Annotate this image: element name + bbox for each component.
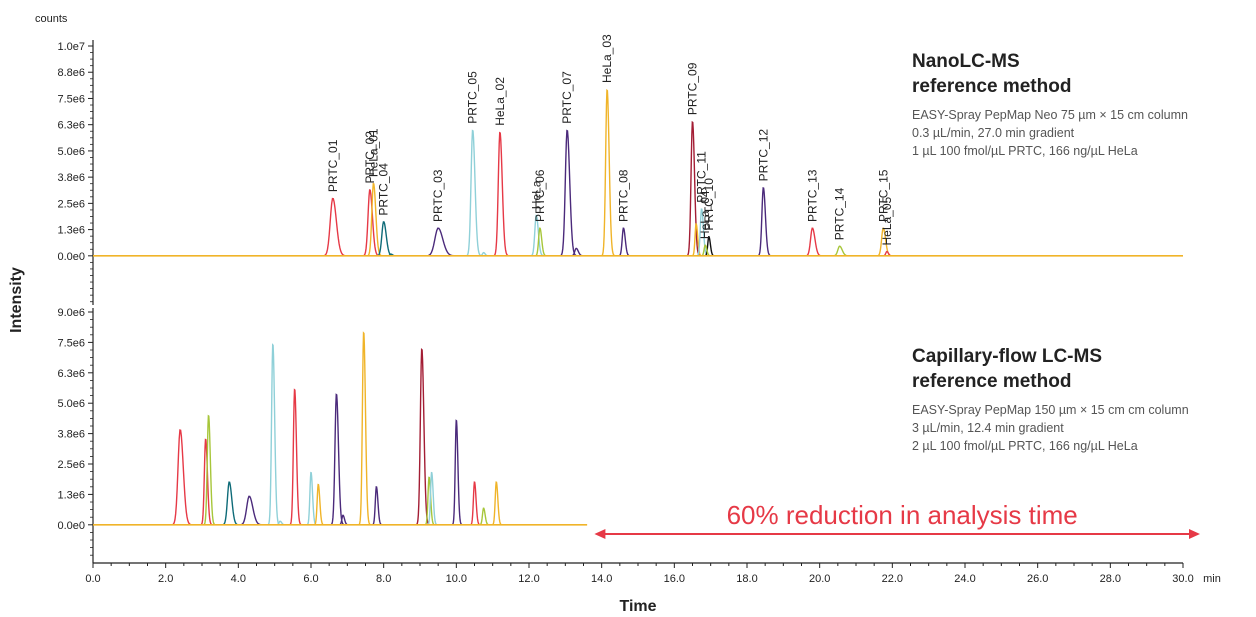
peak-label-prtc-12: PRTC_12: [756, 129, 770, 182]
panel-title: NanoLC-MS: [912, 51, 1020, 72]
peak-prtc-06: [533, 227, 551, 257]
y-tick-label: 6.3e6: [57, 120, 85, 132]
peak-capillary-20: [490, 481, 506, 526]
peak-label-prtc-08: PRTC_08: [617, 169, 631, 222]
peak-label-prtc-11: PRTC_11: [695, 151, 709, 203]
panel-subtitle: reference method: [912, 76, 1071, 97]
panel-description-line: EASY-Spray PepMap Neo 75 µm × 15 cm colu…: [912, 108, 1188, 122]
x-tick-label: 16.0: [664, 573, 685, 585]
peak-label-hela-02: HeLa_02: [493, 77, 507, 126]
y-tick-label: 1.3e6: [57, 225, 85, 237]
y-tick-label: 2.5e6: [57, 198, 85, 210]
peak-prtc-03: [421, 227, 465, 257]
peak-label-hela-01: HeLa_01: [367, 128, 381, 177]
peak-capillary-12: [357, 331, 374, 526]
peak-capillary-4: [236, 495, 270, 526]
peak-capillary-18: [469, 481, 484, 526]
x-tick-label: 22.0: [882, 573, 903, 585]
peak-prtc-12: [756, 186, 775, 257]
x-tick-label: 6.0: [303, 573, 318, 585]
x-tick-label: 4.0: [231, 573, 246, 585]
peak-label-hela-03: HeLa_03: [600, 34, 614, 83]
panel-description-line: 3 µL/min, 12.4 min gradient: [912, 421, 1064, 435]
peak-label-prtc-05: PRTC_05: [466, 71, 480, 124]
peak-label-prtc-14: PRTC_14: [833, 187, 847, 240]
x-tick-label: 0.0: [85, 573, 100, 585]
y-tick-label: 6.3e6: [57, 368, 85, 380]
y-tick-label: 3.8e6: [57, 429, 85, 441]
peak-capillary-3: [220, 481, 244, 526]
peak-capillary-13: [370, 486, 386, 526]
capillary-trace: [93, 331, 588, 526]
x-tick-label: 24.0: [954, 573, 975, 585]
peak-capillary-0: [169, 429, 198, 526]
peak-capillary-10: [329, 393, 349, 526]
x-tick-label: 26.0: [1027, 573, 1048, 585]
peak-capillary-17: [450, 419, 466, 526]
panel-description-line: 1 µL 100 fmol/µL PRTC, 166 ng/µL HeLa: [912, 144, 1138, 158]
panel-subtitle: reference method: [912, 371, 1071, 392]
x-unit-label: min: [1203, 573, 1221, 585]
peak-capillary-7: [288, 388, 305, 526]
x-tick-label: 20.0: [809, 573, 830, 585]
peak-label-prtc-01: PRTC_01: [326, 139, 340, 192]
panel-title: Capillary-flow LC-MS: [912, 346, 1102, 367]
y-tick-label: 5.0e6: [57, 398, 85, 410]
peak-prtc-08: [617, 227, 634, 257]
x-tick-label: 12.0: [518, 573, 539, 585]
x-tick-label: 14.0: [591, 573, 612, 585]
y-tick-label: 9.0e6: [57, 307, 85, 319]
panel-description-line: 0.3 µL/min, 27.0 min gradient: [912, 126, 1075, 140]
y-tick-label: 0.0e0: [57, 251, 85, 263]
peak-label-prtc-10: PRTC_10: [702, 178, 716, 231]
x-tick-label: 18.0: [736, 573, 757, 585]
x-tick-label: 2.0: [158, 573, 173, 585]
peak-label-prtc-03: PRTC_03: [431, 169, 445, 222]
y-tick-label: 1.0e7: [57, 41, 85, 53]
peak-label-prtc-02: PRTC_02: [363, 131, 377, 184]
peak-capillary-5: [266, 343, 284, 526]
panel-description-line: 2 µL 100 fmol/µL PRTC, 166 ng/µL HeLa: [912, 439, 1138, 453]
y-unit-label: counts: [35, 13, 68, 25]
peak-nanolc-12: [568, 247, 588, 257]
peak-prtc-07: [558, 129, 582, 257]
peak-label-prtc-07: PRTC_07: [560, 71, 574, 124]
x-tick-label: 10.0: [446, 573, 467, 585]
peak-label-hela: HeLa: [529, 180, 543, 209]
x-tick-label: 30.0: [1172, 573, 1193, 585]
y-tick-label: 7.5e6: [57, 337, 85, 349]
peak-capillary-19: [478, 507, 493, 526]
y-tick-label: 1.3e6: [57, 489, 85, 501]
peak-label-hela-05: HeLa_05: [880, 196, 894, 245]
y-tick-label: 7.5e6: [57, 93, 85, 105]
x-tick-label: 8.0: [376, 573, 391, 585]
y-tick-label: 5.0e6: [57, 146, 85, 158]
reduction-arrow-head-right: [1189, 529, 1200, 539]
peak-prtc-05: [464, 129, 486, 257]
peak-label-prtc-04: PRTC_04: [377, 163, 391, 216]
y-tick-label: 3.8e6: [57, 172, 85, 184]
peak-prtc-14: [830, 245, 855, 257]
nanolc-trace: [93, 88, 1183, 257]
x-tick-label: 28.0: [1100, 573, 1121, 585]
y-tick-label: 8.8e6: [57, 67, 85, 79]
peak-prtc-01: [320, 197, 354, 257]
peak-label-prtc-15: PRTC_15: [876, 169, 890, 222]
peak-label-hela-04: HeLa_04: [698, 190, 712, 239]
peak-capillary-11: [337, 514, 352, 526]
peak-capillary-9: [312, 483, 327, 526]
peak-label-prtc-09: PRTC_09: [686, 62, 700, 115]
y-tick-label: 0.0e0: [57, 520, 85, 532]
peak-hela-02: [491, 131, 514, 257]
reduction-annotation: 60% reduction in analysis time: [727, 500, 1078, 530]
panel-description-line: EASY-Spray PepMap 150 µm × 15 cm cm colu…: [912, 403, 1189, 417]
reduction-arrow-head-left: [594, 529, 606, 539]
y-tick-label: 2.5e6: [57, 459, 85, 471]
peak-label-prtc-13: PRTC_13: [805, 169, 819, 222]
peak-prtc-13: [803, 227, 827, 257]
peak-label-prtc-06: PRTC_06: [533, 169, 547, 222]
x-axis-title: Time: [619, 598, 656, 615]
y-axis-title: Intensity: [8, 267, 25, 333]
